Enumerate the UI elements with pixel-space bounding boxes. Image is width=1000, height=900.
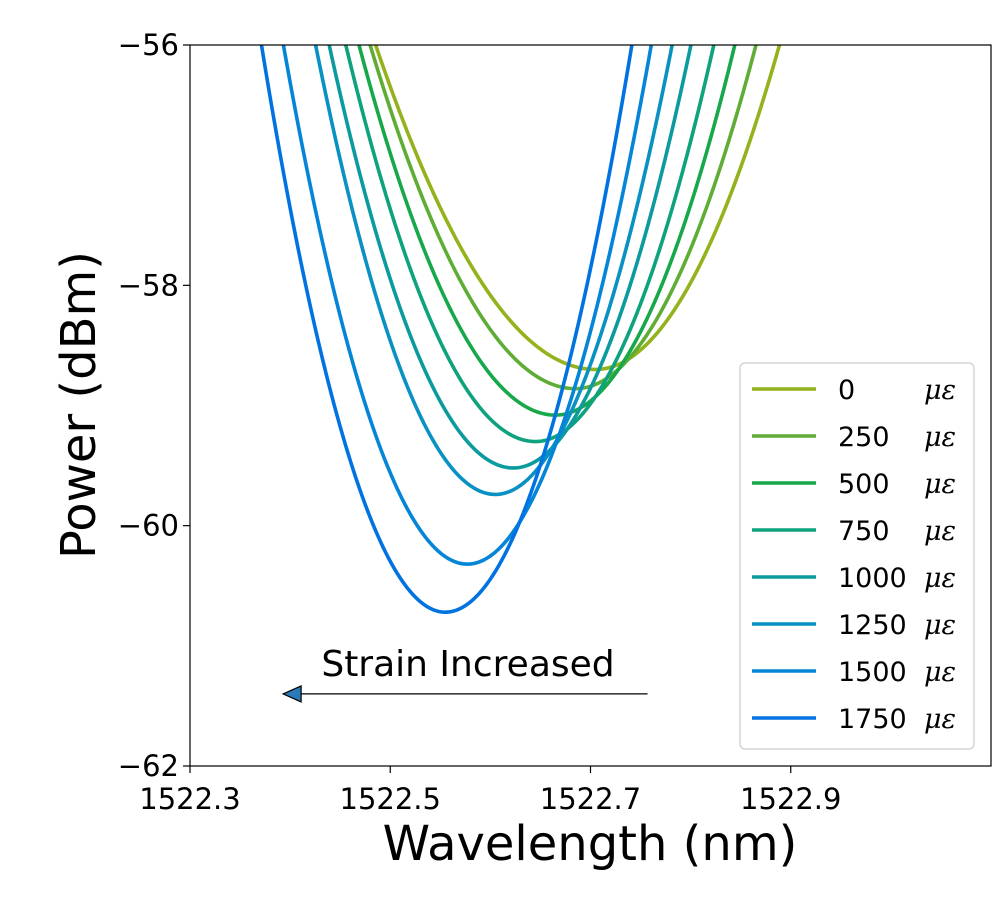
legend-label-1250: 1250 <box>838 610 907 641</box>
legend-label-750: 750 <box>838 516 890 547</box>
series-line-750 <box>343 45 716 444</box>
y-tick-label: −62 <box>118 749 179 783</box>
y-tick-label: −58 <box>118 268 179 302</box>
series-line-1750 <box>259 45 634 614</box>
x-tick-label: 1522.9 <box>740 782 841 816</box>
y-tick-label: −60 <box>118 509 179 543</box>
series-line-1500 <box>281 45 654 566</box>
legend-label-500: 500 <box>838 469 890 500</box>
annotation-arrow-head <box>281 684 302 703</box>
legend-unit: με <box>924 469 956 500</box>
axis-layer: 1522.3 1522.5 1522.7 1522.9 −56 −58 −60 −62 <box>118 28 842 816</box>
legend-label-1500: 1500 <box>838 657 907 688</box>
series-line-1000 <box>327 45 693 470</box>
legend-label-1750: 1750 <box>838 704 907 735</box>
legend-unit: με <box>924 657 956 688</box>
x-tick-label: 1522.3 <box>139 782 240 816</box>
annotation: Strain Increased <box>281 644 648 703</box>
legend-unit: με <box>924 704 956 735</box>
y-axis-title: Power (dBm) <box>51 251 107 559</box>
legend-unit: με <box>924 422 956 453</box>
legend-label-250: 250 <box>838 422 890 453</box>
legend-unit: με <box>924 375 956 406</box>
x-axis-title: Wavelength (nm) <box>383 816 798 872</box>
series-layer <box>259 45 782 614</box>
y-tick-label: −56 <box>118 28 179 62</box>
legend-unit: με <box>924 516 956 547</box>
legend-label-1000: 1000 <box>838 563 907 594</box>
legend-label-0: 0 <box>838 375 855 406</box>
legend: 0 με 250 με 500 με 750 με 1000 με 1250 με 1500 με 1750… <box>739 362 975 750</box>
legend-unit: με <box>924 563 956 594</box>
x-tick-label: 1522.5 <box>340 782 441 816</box>
annotation-text: Strain Increased <box>321 644 614 685</box>
x-tick-label: 1522.7 <box>540 782 641 816</box>
legend-frame <box>739 362 975 750</box>
series-line-1250 <box>313 45 674 497</box>
legend-unit: με <box>924 610 956 641</box>
